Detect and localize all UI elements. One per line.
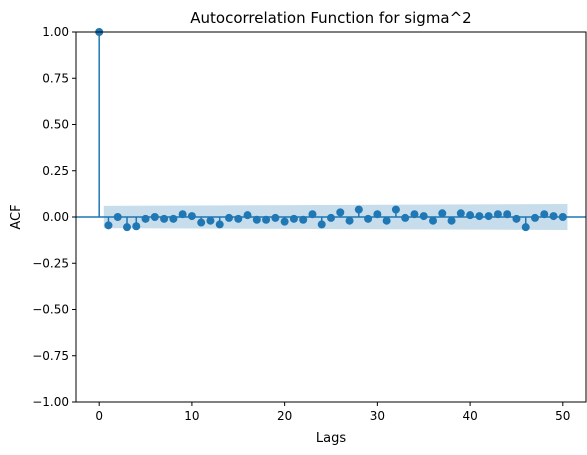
data-point xyxy=(132,222,141,231)
data-point xyxy=(429,216,437,225)
data-point xyxy=(373,210,382,219)
data-point xyxy=(345,216,354,225)
x-tick-label: 20 xyxy=(277,409,292,423)
stem-lines xyxy=(98,32,555,228)
data-point xyxy=(262,215,271,224)
y-tick-label: 0.50 xyxy=(42,118,69,132)
data-points xyxy=(95,28,567,232)
data-point xyxy=(299,215,308,224)
data-point xyxy=(521,223,530,232)
data-point xyxy=(503,210,512,219)
data-point xyxy=(252,215,261,224)
data-point xyxy=(243,211,252,220)
data-point xyxy=(280,217,289,226)
data-point xyxy=(141,214,150,223)
data-point xyxy=(104,221,113,230)
data-point xyxy=(336,208,345,217)
data-point xyxy=(169,214,178,223)
x-tick-label: 40 xyxy=(462,409,477,423)
data-point xyxy=(327,213,335,222)
y-tick-label: 0.25 xyxy=(42,164,69,178)
data-point xyxy=(215,220,224,229)
y-axis-label: ACF xyxy=(9,204,24,229)
data-point xyxy=(475,212,484,221)
data-point xyxy=(410,210,419,219)
data-point xyxy=(234,214,243,223)
data-point xyxy=(438,209,447,218)
x-tick-label: 50 xyxy=(555,409,570,423)
y-tick-label: −0.25 xyxy=(32,256,69,270)
data-point xyxy=(289,214,298,223)
data-point xyxy=(456,209,465,218)
y-tick-label: −0.75 xyxy=(32,349,69,363)
data-point xyxy=(317,220,326,229)
data-point xyxy=(512,214,521,223)
data-point xyxy=(354,205,363,214)
data-point xyxy=(382,216,391,225)
plot-area xyxy=(75,28,587,403)
data-point xyxy=(160,214,169,223)
data-point xyxy=(308,210,317,219)
data-point xyxy=(558,213,567,221)
x-axis: 0 10 20 30 40 50 xyxy=(95,402,570,423)
data-point xyxy=(123,223,131,232)
data-point xyxy=(447,216,456,225)
data-point xyxy=(531,213,539,222)
data-point xyxy=(401,213,410,222)
data-point xyxy=(466,211,475,220)
y-tick-label: −0.50 xyxy=(32,303,69,317)
data-point xyxy=(419,212,428,221)
x-tick-label: 0 xyxy=(95,409,103,423)
data-point xyxy=(187,212,196,221)
data-point xyxy=(150,213,159,221)
data-point xyxy=(549,212,558,221)
data-point xyxy=(271,213,280,222)
y-axis: 1.00 0.75 0.50 0.25 0.00 −0.25 −0.50 −0.75 −1.00 xyxy=(32,25,76,409)
data-point xyxy=(364,214,373,223)
data-point xyxy=(178,210,187,219)
data-point xyxy=(391,205,400,214)
y-tick-label: 0.00 xyxy=(42,210,69,224)
x-tick-label: 10 xyxy=(184,409,199,423)
data-point xyxy=(197,218,206,227)
data-point xyxy=(484,212,493,221)
y-tick-label: −1.00 xyxy=(32,395,69,409)
data-point xyxy=(540,210,549,219)
x-axis-label: Lags xyxy=(316,431,346,446)
data-point xyxy=(206,216,215,225)
data-point xyxy=(113,213,122,221)
x-tick-label: 30 xyxy=(370,409,385,423)
y-tick-label: 1.00 xyxy=(42,25,69,39)
data-point xyxy=(225,213,233,222)
chart-title: Autocorrelation Function for sigma^2 xyxy=(190,9,471,27)
data-point xyxy=(493,210,502,219)
y-tick-label: 0.75 xyxy=(42,71,69,85)
